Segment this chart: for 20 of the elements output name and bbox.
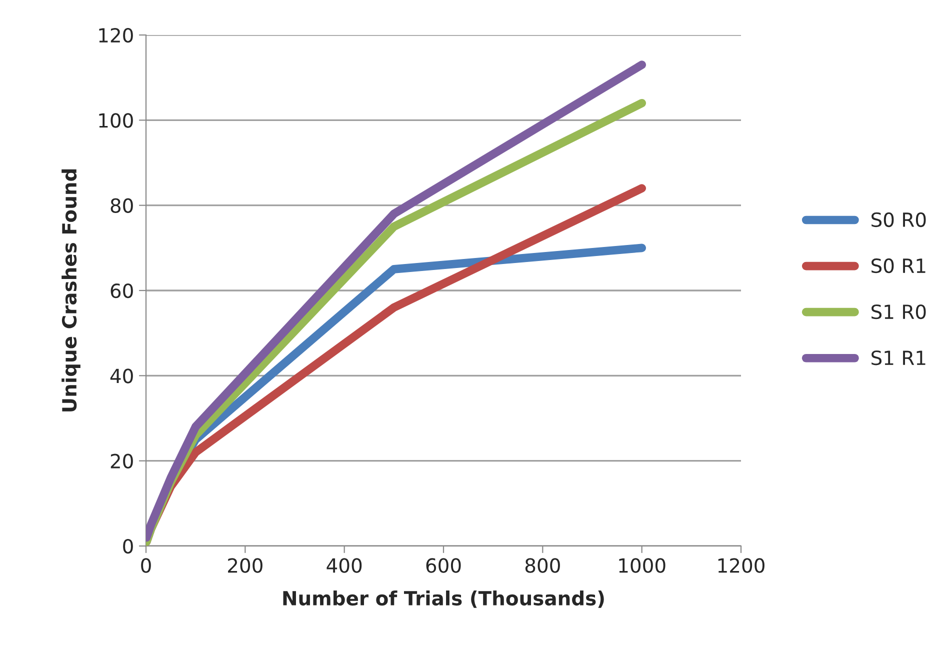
y-tick-label: 60	[110, 283, 133, 298]
legend-label: S0 R0	[872, 212, 926, 228]
y-tick-label: 40	[110, 368, 133, 384]
legend-label: S1 R1	[872, 350, 926, 366]
y-tick-label: 120	[99, 28, 133, 43]
x-tick-label: 800	[525, 558, 560, 573]
legend-label: S1 R0	[872, 304, 926, 320]
x-tick-label: 600	[426, 558, 461, 573]
y-axis-title: Unique Crashes Found	[62, 169, 80, 412]
x-tick-label: 1200	[718, 558, 764, 573]
x-tick-label: 200	[228, 558, 262, 573]
y-tick-label: 20	[110, 454, 133, 468]
x-tick-label: 0	[141, 558, 151, 573]
x-axis-title: Number of Trials (Thousands)	[283, 590, 604, 608]
x-tick-label: 1000	[619, 558, 666, 573]
x-tick-label: 400	[326, 558, 362, 573]
y-tick-label: 0	[123, 538, 133, 554]
y-tick-label: 80	[110, 198, 133, 213]
legend-label: S0 R1	[872, 258, 926, 274]
y-tick-label: 100	[99, 113, 133, 128]
